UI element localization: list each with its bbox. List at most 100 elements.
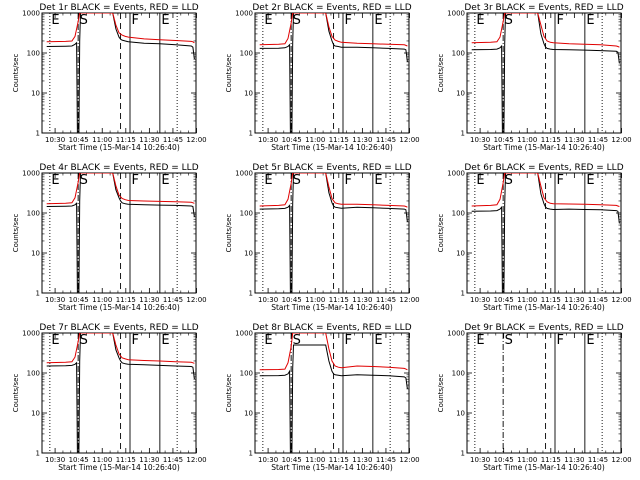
y-tick-label: 100	[452, 370, 465, 378]
event-marker-label: S	[505, 173, 513, 188]
series-events-line	[471, 173, 620, 293]
y-axis-label: Counts/sec	[437, 214, 445, 253]
y-tick-label: 1	[36, 450, 40, 458]
x-tick-label: 11:15	[541, 136, 561, 144]
event-marker-label: S	[80, 333, 88, 348]
x-tick-label: 12:00	[186, 296, 206, 304]
event-marker-label: F	[557, 173, 564, 188]
plot-frame	[466, 12, 622, 134]
event-marker-label: E	[51, 173, 59, 188]
series-events-line	[259, 173, 408, 293]
event-marker-label: E	[264, 173, 272, 188]
y-tick-label: 10	[31, 90, 40, 98]
series-lld-line	[46, 333, 195, 364]
y-tick-label: 1	[36, 130, 40, 138]
series-group	[46, 173, 195, 293]
series-events-line	[259, 13, 408, 133]
x-tick-label: 11:00	[92, 456, 112, 464]
x-tick-label: 11:30	[139, 296, 159, 304]
event-marker-label: S	[293, 173, 301, 188]
x-tick-label: 11:30	[564, 296, 584, 304]
event-marker-label: E	[476, 333, 484, 348]
event-marker-label: S	[505, 13, 513, 28]
y-axis-label: Counts/sec	[225, 214, 233, 253]
y-axis-label: Counts/sec	[12, 214, 20, 253]
panel-det-4: Det 4r BLACK = Events, RED = LLD 1 10 100 10…	[12, 163, 207, 312]
x-tick-label: 11:00	[305, 456, 325, 464]
x-tick-label: 12:00	[186, 456, 206, 464]
x-axis-label: Start Time (15-Mar-14 10:26:40)	[58, 143, 180, 152]
x-tick-label: 12:00	[186, 136, 206, 144]
x-axis-label: Start Time (15-Mar-14 10:26:40)	[271, 463, 393, 472]
series-lld-line	[471, 13, 620, 48]
y-tick-label: 1	[36, 290, 40, 298]
x-axis-label: Start Time (15-Mar-14 10:26:40)	[483, 143, 605, 152]
x-tick-label: 11:15	[329, 296, 349, 304]
y-tick-label: 10	[244, 410, 253, 418]
panel-det-8: Det 8r BLACK = Events, RED = LLD 1 10 100 10…	[225, 323, 420, 472]
plot-frame	[466, 172, 622, 294]
x-tick-label: 11:30	[352, 296, 372, 304]
plot-frame	[254, 12, 410, 134]
x-tick-label: 11:45	[376, 456, 396, 464]
series-events-line	[46, 173, 195, 293]
y-tick-label: 10	[31, 410, 40, 418]
x-tick-label: 12:00	[611, 296, 631, 304]
x-axis-label: Start Time (15-Mar-14 10:26:40)	[483, 463, 605, 472]
event-marker-label: F	[345, 173, 352, 188]
y-tick-label: 100	[27, 50, 40, 58]
x-tick-label: 10:30	[45, 296, 65, 304]
y-tick-label: 100	[27, 210, 40, 218]
x-axis-label: Start Time (15-Mar-14 10:26:40)	[58, 303, 180, 312]
series-group	[46, 333, 195, 453]
y-tick-label: 100	[27, 370, 40, 378]
x-axis-label: Start Time (15-Mar-14 10:26:40)	[58, 463, 180, 472]
x-tick-label: 10:45	[69, 296, 89, 304]
y-tick-label: 10	[456, 90, 465, 98]
x-tick-label: 11:00	[92, 296, 112, 304]
plot-frame	[41, 332, 197, 454]
x-tick-label: 11:15	[329, 136, 349, 144]
x-tick-label: 11:00	[517, 136, 537, 144]
y-tick-label: 1000	[447, 330, 465, 338]
x-tick-label: 11:15	[116, 456, 136, 464]
panel-title: Det 3r BLACK = Events, RED = LLD	[464, 3, 623, 13]
x-tick-label: 11:30	[139, 456, 159, 464]
event-marker-label: F	[132, 13, 139, 28]
y-tick-label: 10	[456, 250, 465, 258]
series-events-line	[46, 13, 195, 133]
panel-title: Det 4r BLACK = Events, RED = LLD	[39, 163, 198, 173]
event-marker-label: S	[293, 333, 301, 348]
event-marker-label: E	[586, 13, 594, 28]
y-axis-label: Counts/sec	[225, 374, 233, 413]
panel-title: Det 9r BLACK = Events, RED = LLD	[464, 323, 623, 333]
series-group	[471, 173, 620, 293]
event-marker-label: F	[557, 333, 564, 348]
event-marker-label: E	[51, 333, 59, 348]
y-tick-label: 1000	[22, 10, 40, 18]
series-group	[259, 333, 408, 453]
series-lld-line	[46, 13, 195, 44]
event-marker-label: F	[345, 333, 352, 348]
y-tick-label: 1	[249, 130, 253, 138]
y-tick-label: 1	[249, 450, 253, 458]
x-tick-label: 11:00	[517, 456, 537, 464]
x-tick-label: 10:45	[494, 456, 514, 464]
y-tick-label: 100	[452, 210, 465, 218]
x-tick-label: 11:45	[163, 296, 183, 304]
event-marker-label: F	[132, 173, 139, 188]
panel-title: Det 5r BLACK = Events, RED = LLD	[252, 163, 411, 173]
x-tick-label: 10:30	[470, 296, 490, 304]
x-tick-label: 10:30	[45, 136, 65, 144]
y-tick-label: 1	[461, 450, 465, 458]
panel-det-5: Det 5r BLACK = Events, RED = LLD 1 10 100 10…	[225, 163, 420, 312]
y-tick-label: 1	[461, 130, 465, 138]
y-axis-label: Counts/sec	[437, 374, 445, 413]
event-marker-label: E	[374, 333, 382, 348]
x-tick-label: 11:30	[352, 136, 372, 144]
x-tick-label: 11:15	[116, 136, 136, 144]
x-tick-label: 11:15	[116, 296, 136, 304]
event-marker-label: E	[161, 173, 169, 188]
y-tick-label: 10	[456, 410, 465, 418]
